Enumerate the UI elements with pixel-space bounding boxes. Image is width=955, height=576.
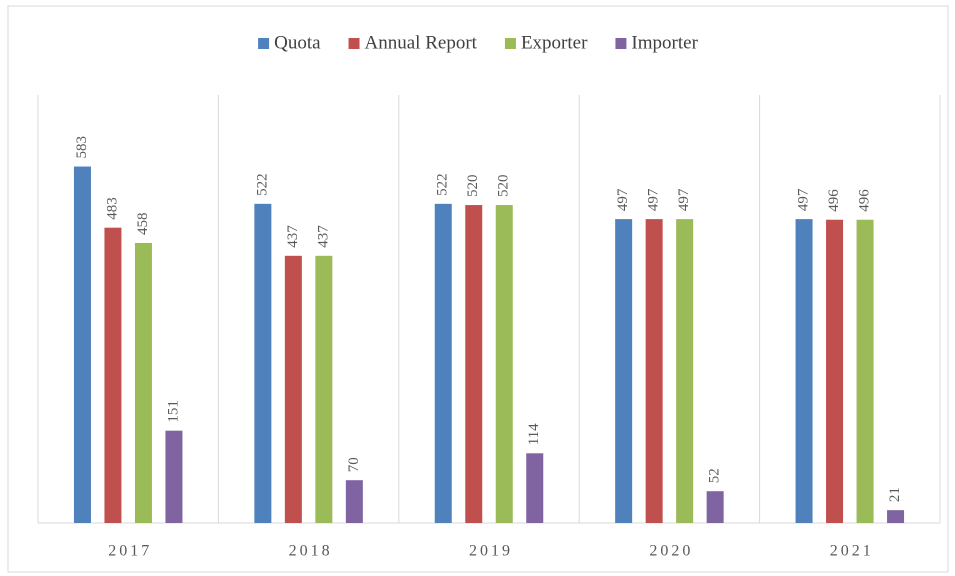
bar — [465, 205, 483, 524]
data-label: 522 — [254, 173, 270, 196]
legend-swatch — [615, 38, 627, 49]
data-label: 497 — [795, 188, 811, 211]
bar — [676, 219, 694, 523]
data-label: 483 — [104, 197, 120, 220]
data-label: 151 — [165, 400, 181, 423]
legend-item: Exporter — [504, 32, 588, 53]
bar — [526, 453, 544, 523]
data-label: 496 — [826, 189, 842, 212]
legend-swatch — [348, 38, 360, 49]
bar — [495, 205, 513, 524]
legend-swatch — [504, 38, 516, 49]
bar — [615, 219, 633, 523]
data-label: 70 — [346, 457, 362, 472]
x-tick-label: 2018 — [289, 543, 333, 560]
bar — [856, 219, 874, 523]
legend-item: Annual Report — [348, 32, 478, 53]
legend-item: Importer — [615, 32, 699, 53]
legend: Quota Annual Report Exporter Importer — [258, 32, 699, 53]
legend-label: Exporter — [521, 32, 588, 53]
data-label: 497 — [646, 188, 662, 211]
data-label: 520 — [496, 175, 512, 198]
data-label: 583 — [74, 136, 90, 159]
legend-label: Importer — [631, 32, 698, 53]
legend-item: Quota — [258, 32, 321, 53]
data-label: 497 — [676, 188, 692, 211]
bar — [345, 480, 363, 523]
bar — [73, 166, 91, 523]
data-label: 437 — [285, 225, 301, 248]
bar — [165, 430, 183, 523]
legend-label: Annual Report — [365, 32, 478, 53]
x-tick-label: 2019 — [469, 543, 513, 560]
bar — [826, 219, 844, 523]
data-label: 496 — [856, 189, 872, 212]
data-label: 52 — [707, 468, 723, 483]
data-label: 497 — [615, 188, 631, 211]
bar — [706, 491, 724, 523]
bar — [134, 242, 152, 524]
bar — [104, 227, 122, 523]
data-label: 21 — [887, 487, 903, 502]
bar — [795, 219, 813, 523]
data-label: 114 — [526, 423, 542, 445]
data-label: 458 — [135, 212, 151, 235]
data-label: 437 — [315, 225, 331, 248]
x-tick-label: 2021 — [830, 543, 874, 560]
x-tick-label: 2017 — [108, 543, 152, 560]
bar — [315, 255, 333, 523]
bar — [887, 510, 905, 523]
data-label: 520 — [465, 175, 481, 198]
data-label: 522 — [435, 173, 451, 196]
bar — [645, 219, 663, 523]
bar — [254, 203, 272, 523]
legend-label: Quota — [274, 32, 321, 53]
bar — [434, 203, 452, 523]
bar — [284, 255, 302, 523]
legend-swatch — [258, 38, 270, 49]
x-tick-label: 2020 — [649, 543, 693, 560]
